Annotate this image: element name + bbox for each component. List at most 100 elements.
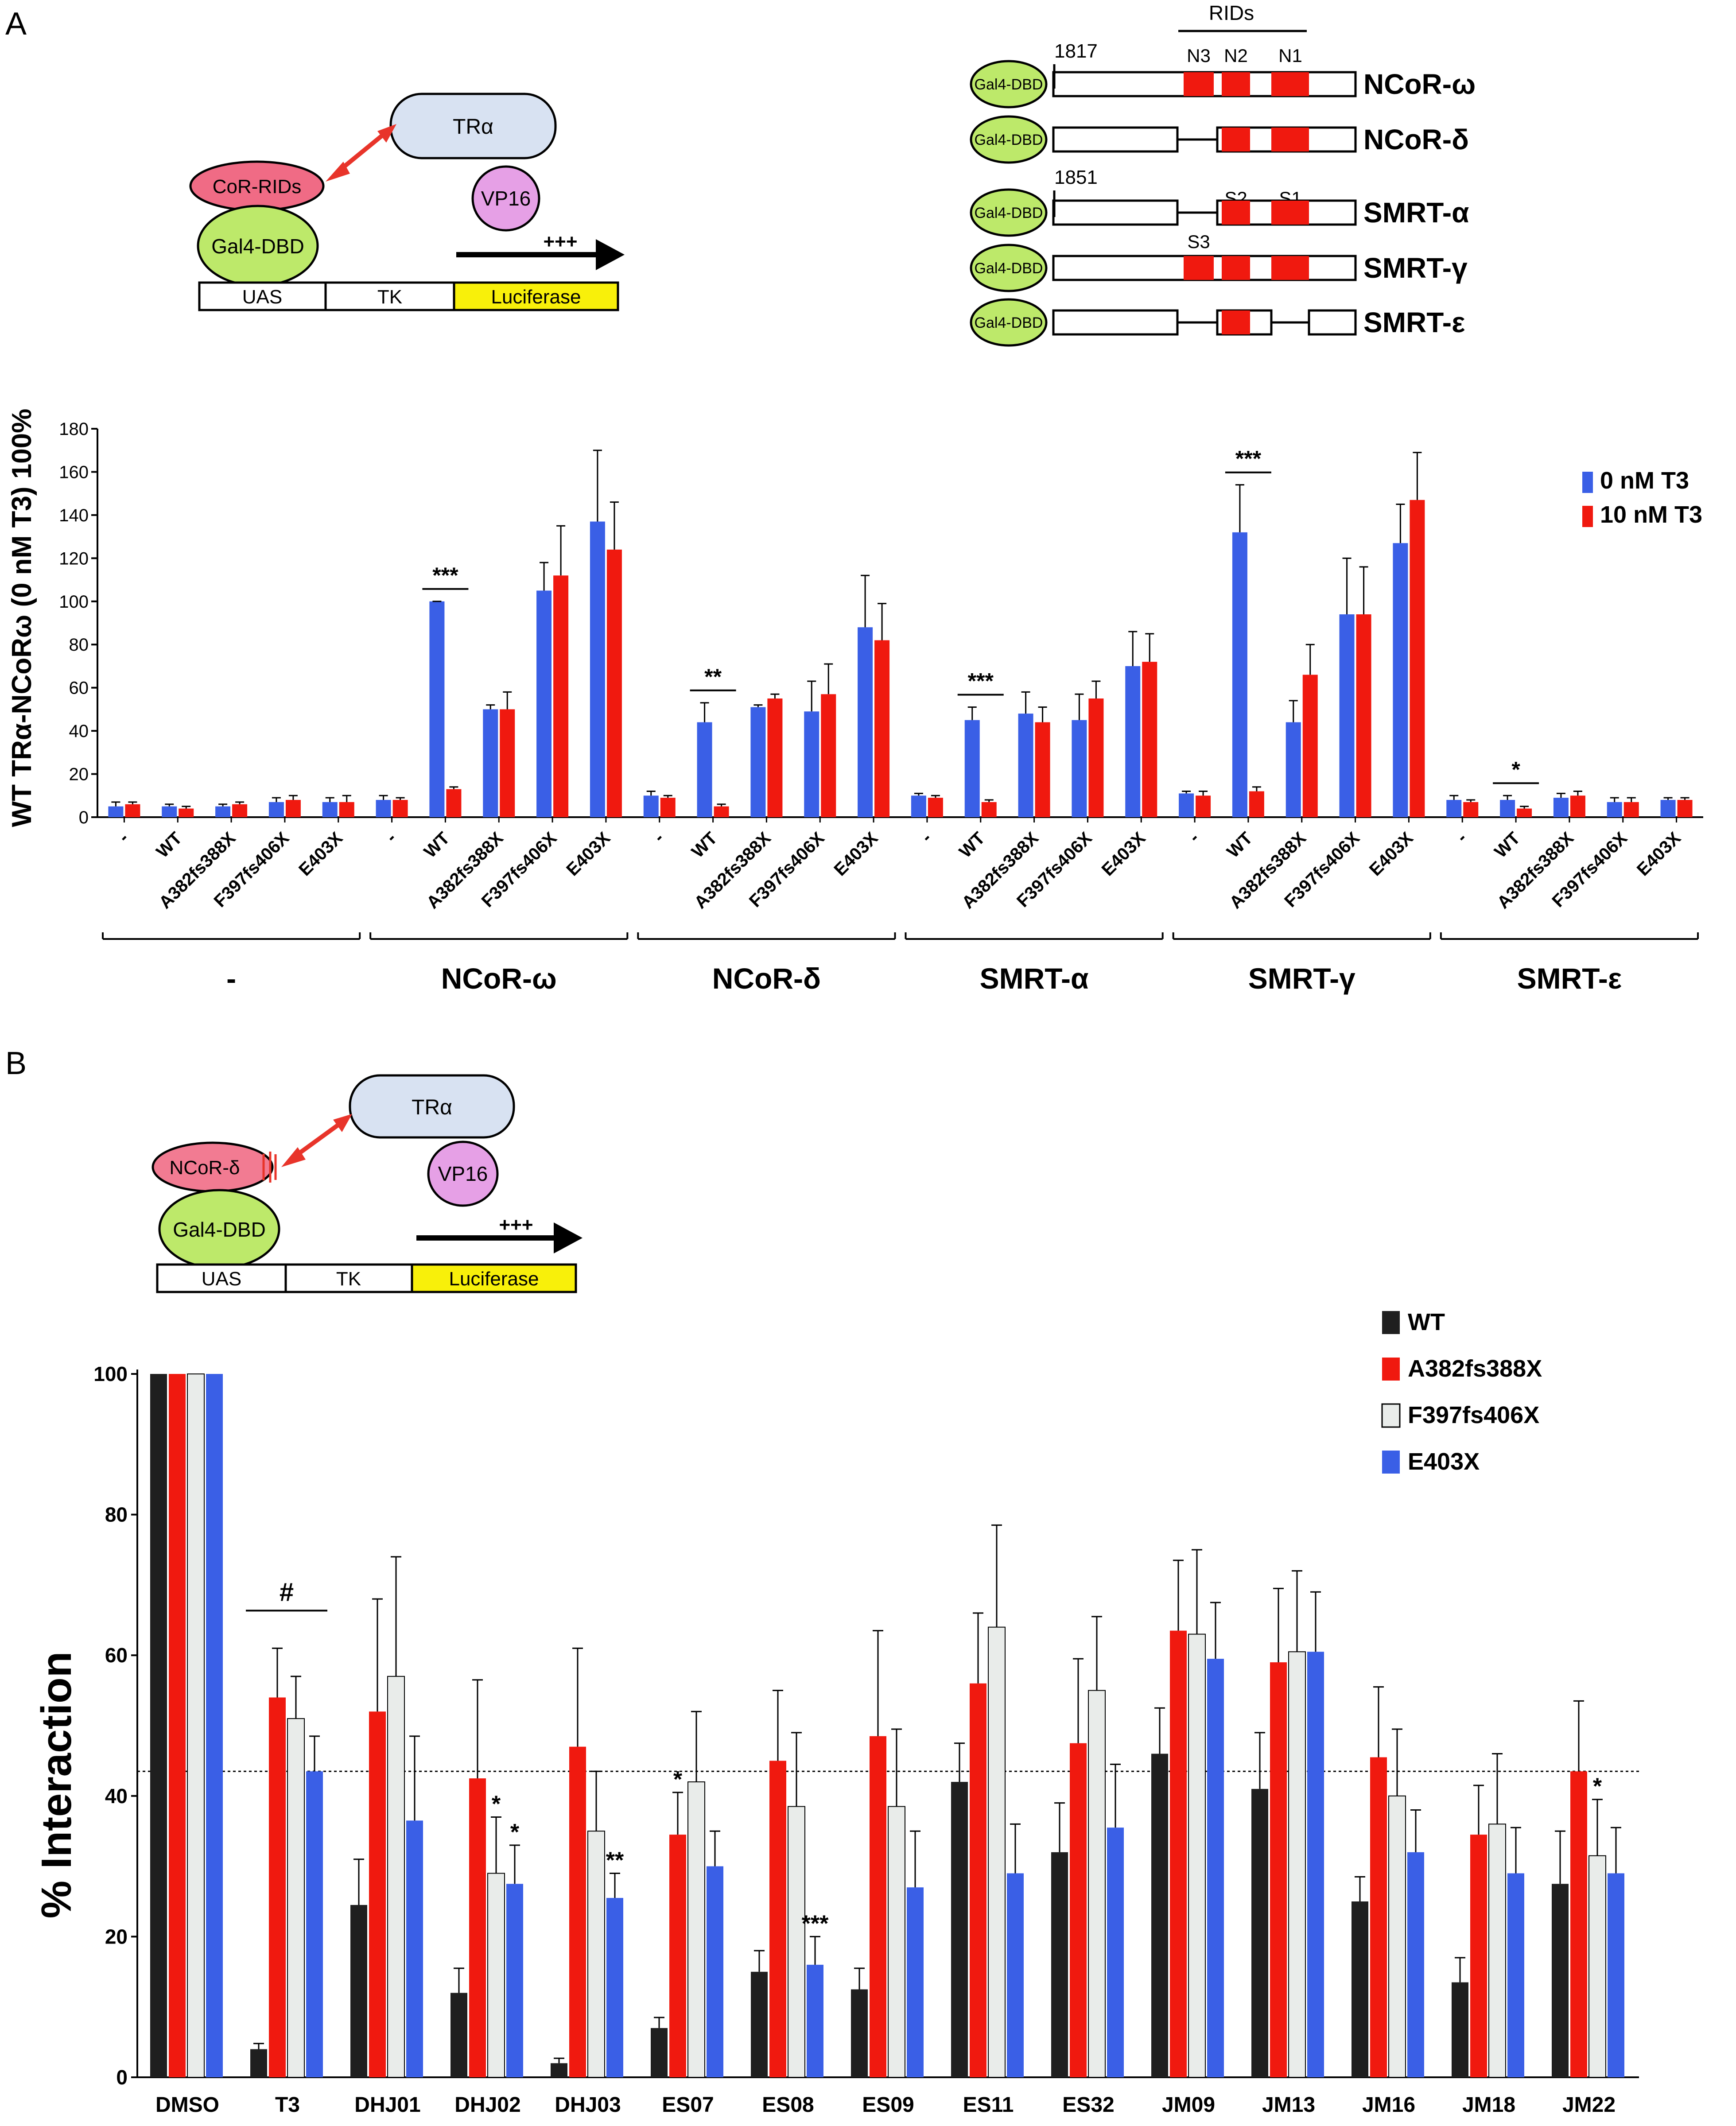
chart-b-category-label: T3 xyxy=(275,2093,300,2117)
chart-b-bar xyxy=(970,1683,986,2077)
chart-a-bar xyxy=(714,806,729,817)
construct-name: SMRT-γ xyxy=(1363,252,1468,284)
chart-a-bar xyxy=(804,711,819,817)
chart-b-y-tick-label: 0 xyxy=(116,2066,128,2089)
chart-b-category-label: ES08 xyxy=(762,2093,814,2117)
chart-a-bar xyxy=(1623,802,1639,817)
interaction-arrow-head-2 xyxy=(377,124,396,143)
chart-a-bar xyxy=(750,707,766,817)
interaction-arrow-head-1 xyxy=(326,162,350,182)
chart-a-category-label: - xyxy=(114,828,132,846)
chart-a-category-label: WT xyxy=(688,828,721,861)
chart-b-y-tick-label: 100 xyxy=(93,1362,128,1385)
chart-b-bar xyxy=(350,1905,367,2077)
chart-b-bar xyxy=(406,1820,423,2077)
chart-b-bar xyxy=(1470,1835,1487,2077)
chart-b-category-label: JM16 xyxy=(1362,2093,1415,2117)
chart-a-bar xyxy=(1249,791,1264,817)
construct-rid-block xyxy=(1184,72,1214,96)
tra-shape xyxy=(389,93,557,159)
chart-b-significance-label: # xyxy=(280,1578,294,1606)
construct-gal4-shape xyxy=(970,188,1048,237)
chart-b-bar xyxy=(1352,1901,1368,2077)
chart-b-significance-label: *** xyxy=(802,1911,829,1936)
construct-rid-block xyxy=(1222,128,1250,151)
chart-b-category-label: DMSO xyxy=(155,2093,219,2117)
chart-b-category-label: ES09 xyxy=(862,2093,914,2117)
construct-gal4-shape xyxy=(970,298,1048,347)
chart-b-bar xyxy=(1507,1873,1524,2077)
chart-a-category-label: WT xyxy=(420,828,454,861)
construct-name: NCoR-δ xyxy=(1363,124,1469,155)
chart-b-bar xyxy=(751,1971,768,2077)
chart-b-y-tick-label: 40 xyxy=(105,1785,128,1808)
chart-b-bar xyxy=(888,1806,905,2078)
chart-a-bar xyxy=(1463,802,1479,817)
chart-a-y-tick-label: 60 xyxy=(69,679,89,698)
chart-a-significance-label: * xyxy=(1511,757,1520,782)
uas-label: UAS xyxy=(242,286,282,308)
chart-b-bar xyxy=(1552,1884,1569,2077)
chart-a-y-tick-label: 80 xyxy=(69,635,89,655)
chart-b-bar xyxy=(870,1736,886,2077)
chart-a-group-label: SMRT-α xyxy=(980,962,1089,995)
chart-b-bar xyxy=(851,1989,868,2077)
legend-swatch-f397 xyxy=(1381,1403,1401,1428)
chart-a-bar xyxy=(1285,722,1301,817)
chart-a-y-tick-label: 40 xyxy=(69,722,89,741)
construct-rid-block xyxy=(1222,72,1250,96)
chart-a-bar xyxy=(553,575,569,817)
ncor-label: NCoR-δ xyxy=(170,1157,240,1179)
chart-a-group-label: SMRT-ε xyxy=(1517,962,1622,995)
construct-segment xyxy=(1052,126,1179,153)
rid-n3-label: N3 xyxy=(1187,45,1211,66)
construct-segment xyxy=(1052,309,1179,336)
construct-rid-block xyxy=(1222,201,1250,225)
chart-b-bar xyxy=(1452,1982,1468,2077)
chart-b-category-label: DHJ02 xyxy=(454,2093,520,2117)
chart-a-bar xyxy=(821,694,836,817)
legend-swatch-0nm xyxy=(1582,472,1593,493)
chart-a-category-label: E403X xyxy=(1366,828,1417,880)
chart-a-bar xyxy=(268,802,284,817)
chart-b-bar xyxy=(206,1374,223,2077)
chart-b-bar xyxy=(551,2063,567,2077)
chart-b-bar xyxy=(1207,1659,1224,2077)
interaction-arrow-b-head-1 xyxy=(281,1147,306,1167)
construct-gal4-label: Gal4-DBD xyxy=(975,314,1043,331)
panel-a-letter: A xyxy=(5,6,27,42)
arrow-plus-label-b: +++ xyxy=(499,1214,533,1236)
chart-b-bar xyxy=(807,1964,823,2077)
chart-a-bar xyxy=(1677,800,1693,817)
chart-b-bar xyxy=(169,1374,186,2077)
construct-rid-block xyxy=(1222,256,1250,280)
legend-swatch-a382 xyxy=(1382,1358,1400,1381)
legend-label-f397: F397fs406X xyxy=(1408,1402,1539,1428)
construct-rid-block xyxy=(1271,72,1309,96)
chart-a-bar xyxy=(911,795,926,817)
luciferase-box-b xyxy=(411,1263,577,1293)
corepressor-constructs: RIDs 1817 1851 N3 N2 N1 S2 S1 S3 Gal4-DB… xyxy=(970,1,1476,347)
chart-b-significance-label: * xyxy=(673,1767,683,1792)
chart-b-bar xyxy=(951,1782,968,2077)
chart-b-bar xyxy=(150,1374,167,2077)
ncor-start-label: 1817 xyxy=(1054,40,1098,62)
chart-a-bar xyxy=(1339,614,1355,817)
chart-b-bar xyxy=(1070,1743,1087,2077)
chart-a-bar xyxy=(376,800,391,817)
legend-label-0nm: 0 nM T3 xyxy=(1600,467,1689,494)
chart-a-bar xyxy=(536,590,552,817)
tra-label-b: TRα xyxy=(412,1096,452,1119)
smrt-start-label: 1851 xyxy=(1054,167,1098,188)
construct-name: SMRT-α xyxy=(1363,197,1469,229)
chart-b-y-tick-label: 80 xyxy=(105,1503,128,1526)
chart-a-group-label: SMRT-γ xyxy=(1248,962,1355,995)
chart-a-bar xyxy=(767,698,783,817)
chart-a-bar xyxy=(429,601,445,817)
chart-b: % Interaction 0 20 40 60 80 100 DMSO T3 DHJ01 DHJ… xyxy=(33,1309,1639,2117)
chart-a-y-tick-label: 180 xyxy=(59,419,89,439)
chart-a-bar xyxy=(1035,722,1050,817)
chart-b-bar xyxy=(1307,1652,1324,2077)
arrow-plus-label: +++ xyxy=(543,231,577,252)
chart-a-bar xyxy=(322,802,338,817)
